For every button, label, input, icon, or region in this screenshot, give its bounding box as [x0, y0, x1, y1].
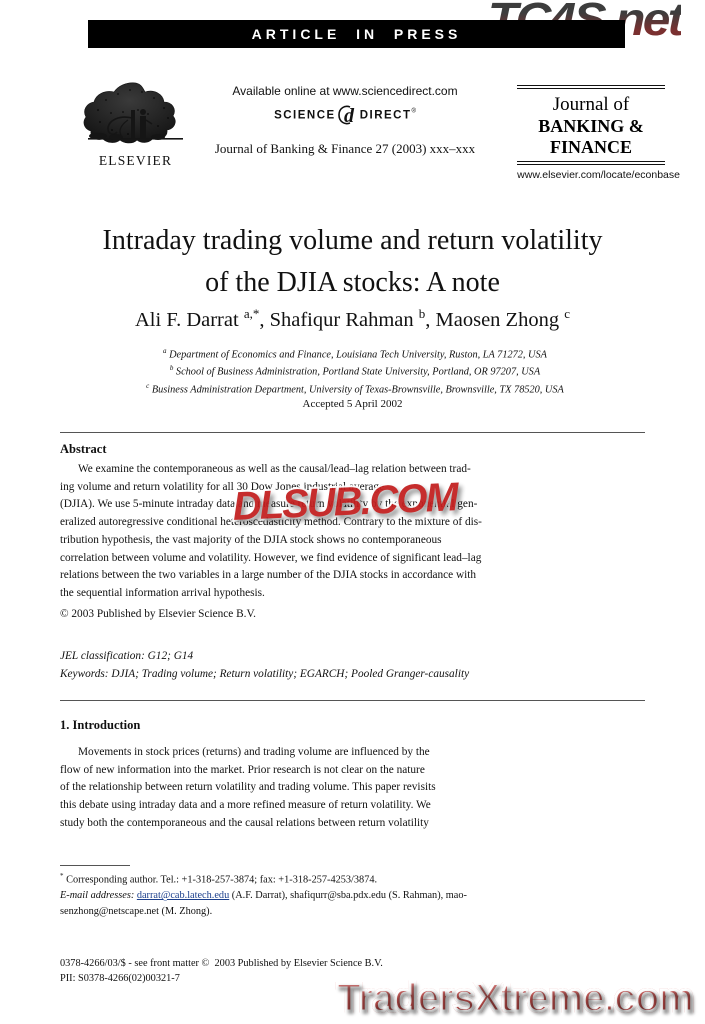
svg-text:d: d	[344, 105, 355, 126]
